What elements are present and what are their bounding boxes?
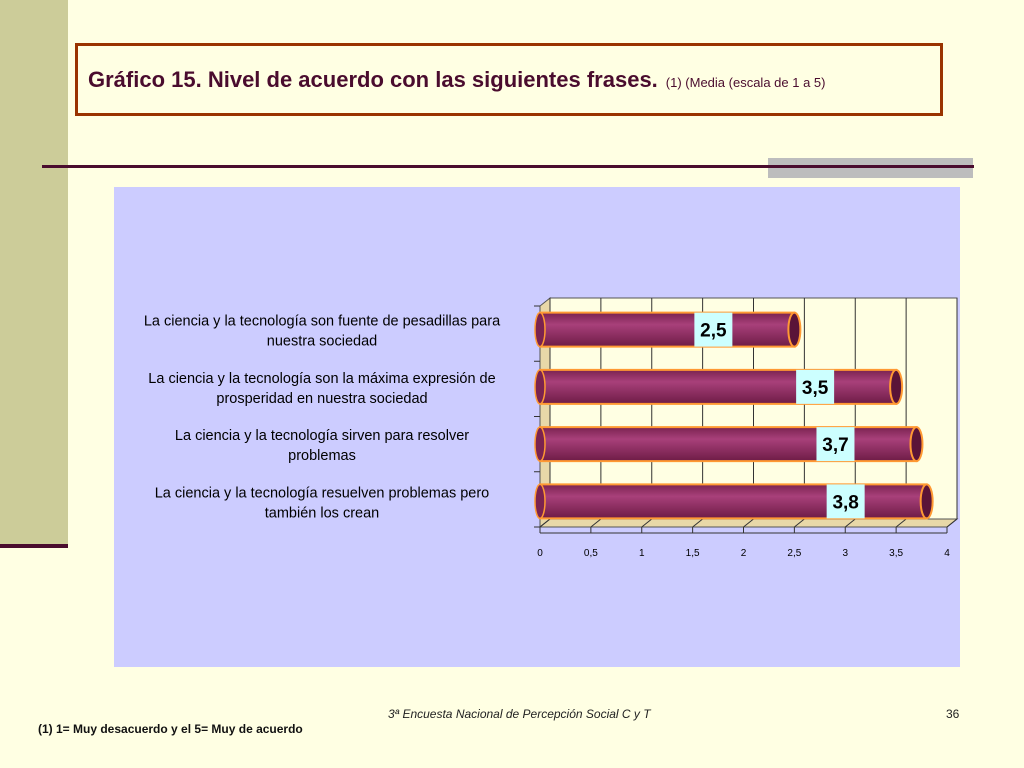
divider-rule [42,165,974,168]
divider-accent [768,158,973,178]
footnote: (1) 1= Muy desacuerdo y el 5= Muy de acu… [38,722,303,736]
title-box: Gráfico 15. Nivel de acuerdo con las sig… [75,43,943,116]
slide-title: Gráfico 15. Nivel de acuerdo con las sig… [88,66,658,92]
footer-source: 3ª Encuesta Nacional de Percepción Socia… [388,707,651,721]
left-decor-line [0,544,68,548]
slide-subtitle: (1) (Media (escala de 1 a 5) [665,75,826,90]
page-number: 36 [946,707,960,721]
chart-panel [114,187,960,667]
left-decor-band [0,0,68,548]
